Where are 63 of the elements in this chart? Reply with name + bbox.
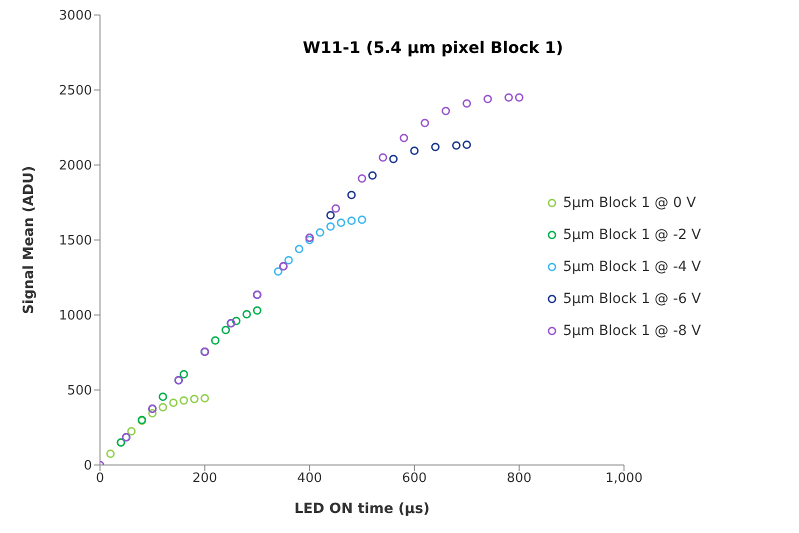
x-tick-label: 1,000 <box>605 471 643 486</box>
point <box>462 140 472 149</box>
point <box>106 450 115 458</box>
point <box>358 174 366 183</box>
point <box>358 216 366 224</box>
y-tick-label: 2500 <box>58 84 92 99</box>
point <box>368 171 377 180</box>
point <box>514 93 524 102</box>
point <box>252 306 262 315</box>
point <box>378 153 388 162</box>
point <box>400 134 408 142</box>
point <box>200 394 210 402</box>
point <box>347 190 356 200</box>
point <box>211 336 220 345</box>
point <box>305 236 314 244</box>
y-axis-title: Signal Mean (ADU) <box>20 166 37 314</box>
point <box>274 267 282 276</box>
point <box>316 228 324 237</box>
point <box>148 409 157 418</box>
x-axis-title: LED ON time (µs) <box>294 500 430 517</box>
point <box>242 310 251 318</box>
y-tick-label: 1000 <box>58 308 92 324</box>
point <box>410 146 419 155</box>
point <box>158 403 168 412</box>
point <box>158 392 168 401</box>
point <box>326 211 335 220</box>
point <box>504 93 513 102</box>
point <box>442 106 450 116</box>
legend-label: 5µm Block 1 @ -4 V <box>562 258 701 276</box>
y-tick-label: 500 <box>67 384 92 399</box>
legend-label: 5µm Block 1 @ 0 V <box>562 194 696 212</box>
point <box>484 94 492 104</box>
point <box>332 204 340 213</box>
point <box>389 154 398 164</box>
point <box>420 118 430 128</box>
point <box>284 256 293 264</box>
y-tick-label: 1500 <box>58 234 92 249</box>
x-tick-label: 600 <box>402 471 427 486</box>
point <box>180 396 188 405</box>
point <box>127 427 136 436</box>
point <box>169 398 178 407</box>
y-tick-label: 0 <box>84 458 92 474</box>
point <box>431 142 440 152</box>
point <box>232 316 240 326</box>
point <box>190 394 199 404</box>
point <box>294 244 304 254</box>
x-tick-label: 400 <box>297 471 322 486</box>
legend-label: 5µm Block 1 @ -8 V <box>562 322 701 340</box>
point <box>326 222 335 231</box>
point <box>222 326 230 334</box>
point <box>452 141 461 150</box>
x-tick-label: 800 <box>506 471 532 486</box>
text: W11-1 (5.4 µm pixel Block 1) <box>302 38 564 57</box>
y-tick-label: 3000 <box>58 8 92 24</box>
y-tick-label: 2000 <box>58 158 92 174</box>
point <box>347 216 356 226</box>
point <box>462 99 472 108</box>
legend-label: 5µm Block 1 @ -2 V <box>562 226 701 244</box>
x-tick-label: 200 <box>192 471 218 486</box>
point <box>336 218 346 227</box>
point <box>180 370 188 378</box>
x-tick-label: 0 <box>96 471 104 486</box>
legend-label: 5µm Block 1 @ -6 V <box>562 290 701 308</box>
